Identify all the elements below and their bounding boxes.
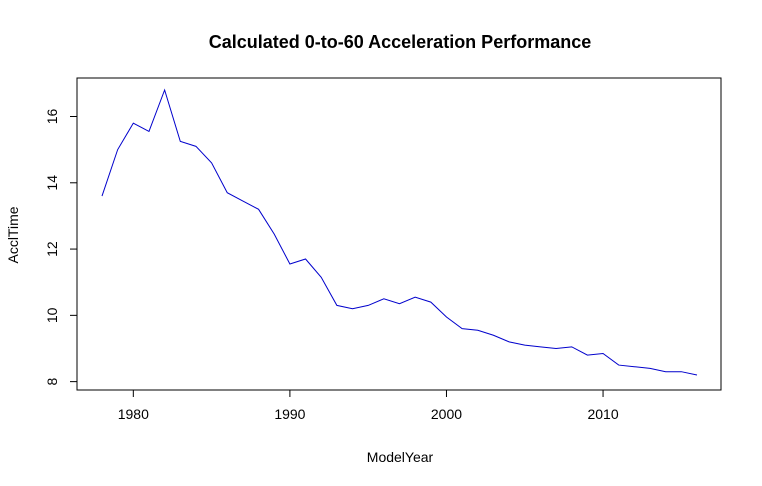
series-line xyxy=(101,88,698,376)
chart-title: Calculated 0-to-60 Acceleration Performa… xyxy=(209,32,591,52)
y-axis: 8 10 12 14 16 xyxy=(44,109,78,386)
x-tick-label: 2000 xyxy=(431,406,462,422)
y-tick-label: 16 xyxy=(44,109,60,125)
y-tick-label: 8 xyxy=(44,378,60,386)
y-tick-label: 14 xyxy=(44,175,60,191)
x-tick-label: 1990 xyxy=(274,406,305,422)
x-tick-label: 1980 xyxy=(118,406,149,422)
y-tick-label: 10 xyxy=(44,307,60,323)
x-tick-label: 2010 xyxy=(587,406,618,422)
series-layer xyxy=(101,88,698,376)
x-axis-label: ModelYear xyxy=(367,449,434,465)
y-tick-label: 12 xyxy=(44,241,60,257)
y-axis-label: AcclTime xyxy=(5,206,21,263)
x-axis: 1980 1990 2000 2010 xyxy=(118,389,619,422)
plot-frame xyxy=(76,77,722,391)
